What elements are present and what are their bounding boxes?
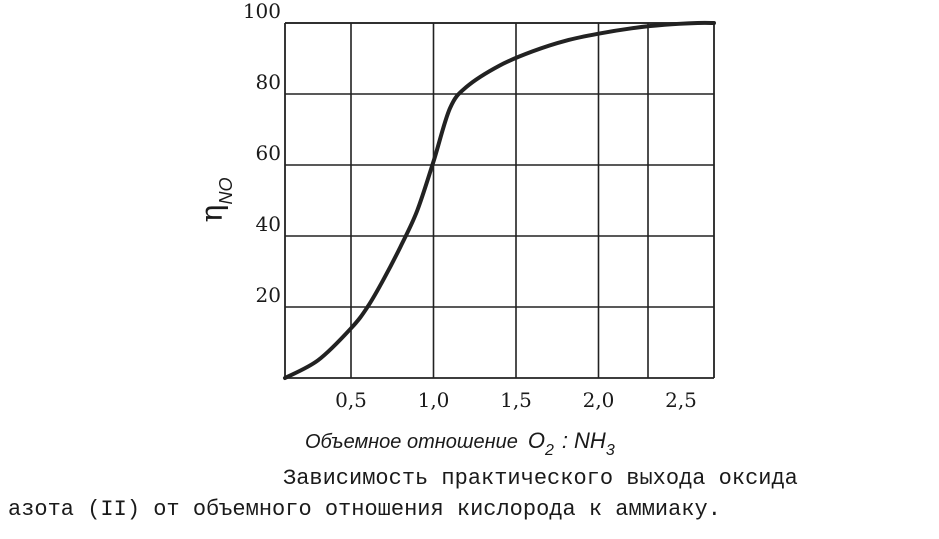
y-tick-label: 80: [256, 70, 281, 94]
y-tick-label: 60: [256, 141, 281, 165]
x-axis-label: Объемное отношение O2 : NH3: [305, 428, 615, 459]
y-tick-label: 20: [256, 283, 281, 307]
y-axis-label-subscript: NO: [216, 178, 236, 205]
x-axis-label-o-sub: 2: [544, 442, 554, 459]
y-tick-label: 100: [243, 0, 281, 23]
x-axis-label-nh: NH: [574, 428, 606, 453]
tick-labels: 20 40 60 80 100 0,5 1,0 1,5 2,0 2,5: [243, 0, 697, 412]
x-axis-label-nh-sub: 3: [606, 442, 615, 459]
caption-line-2: азота (II) от объемного отношения кислор…: [8, 497, 721, 522]
x-axis-label-o: O: [528, 428, 545, 453]
y-tick-label: 40: [256, 212, 281, 236]
caption-line-1: Зависимость практического выхода оксида: [283, 466, 798, 491]
x-tick-label: 2,0: [583, 388, 615, 412]
x-tick-label: 1,5: [500, 388, 532, 412]
x-axis-label-sep: :: [562, 428, 568, 453]
grid: [284, 22, 715, 379]
x-tick-label: 2,5: [665, 388, 697, 412]
chart: 20 40 60 80 100 0,5 1,0 1,5 2,0 2,5 ηNO Объемное …: [195, 0, 716, 459]
x-tick-label: 1,0: [418, 388, 450, 412]
x-axis-label-text: Объемное отношение: [305, 431, 518, 453]
y-axis-label-symbol: η: [195, 205, 230, 223]
y-axis-label: ηNO: [195, 178, 236, 223]
yield-curve: [283, 20, 716, 380]
x-tick-label: 0,5: [335, 388, 367, 412]
